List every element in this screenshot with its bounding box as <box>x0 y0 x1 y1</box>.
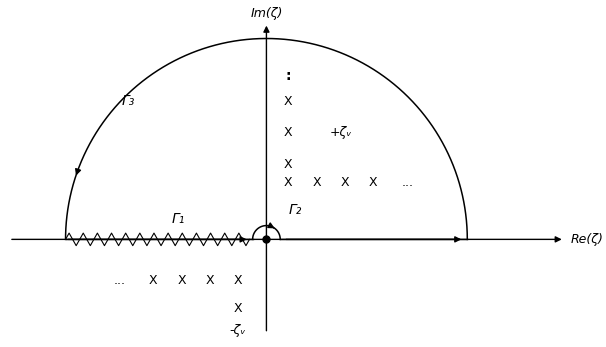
Text: X: X <box>284 126 293 139</box>
Text: X: X <box>284 95 293 108</box>
Text: Im(ζ): Im(ζ) <box>250 7 282 20</box>
Text: Γ₂: Γ₂ <box>288 203 302 218</box>
Text: X: X <box>149 274 158 287</box>
Text: X: X <box>234 274 242 287</box>
Text: X: X <box>312 176 321 189</box>
Text: X: X <box>178 274 186 287</box>
Text: X: X <box>205 274 215 287</box>
Text: X: X <box>341 176 349 189</box>
Text: Γ₃: Γ₃ <box>122 94 135 108</box>
Text: ...: ... <box>401 176 413 189</box>
Text: :: : <box>285 69 291 83</box>
Text: +ζᵥ: +ζᵥ <box>329 126 351 139</box>
Text: X: X <box>234 302 242 315</box>
Text: Re(ζ): Re(ζ) <box>571 233 604 246</box>
Text: X: X <box>369 176 378 189</box>
Text: X: X <box>284 158 293 170</box>
Text: -ζᵥ: -ζᵥ <box>230 324 247 337</box>
Text: Γ₁: Γ₁ <box>172 212 185 226</box>
Text: X: X <box>284 176 293 189</box>
Text: ...: ... <box>113 274 125 287</box>
